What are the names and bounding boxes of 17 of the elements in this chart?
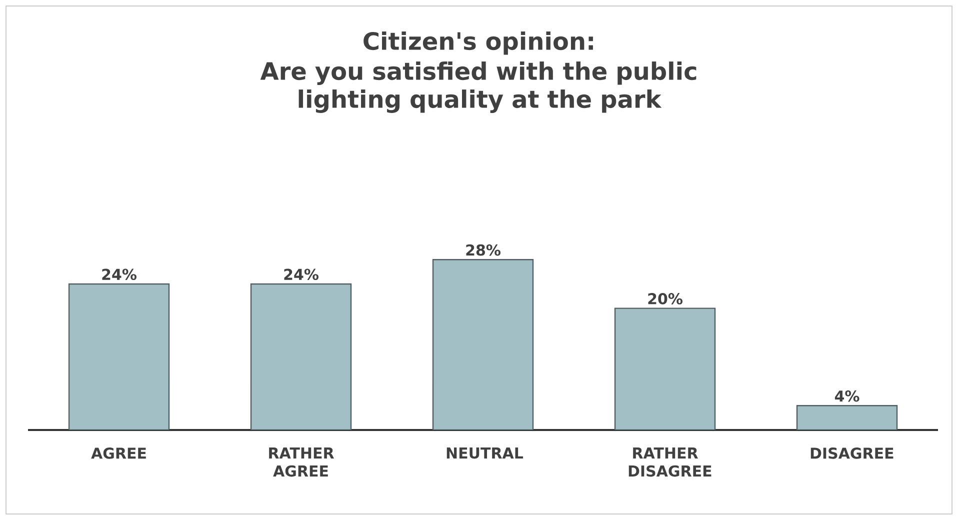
x-tick-label: RATHER DISAGREE <box>628 448 712 477</box>
data-label: 24% <box>102 268 136 280</box>
bar <box>68 283 170 430</box>
chart-subtitle: Are you satisfied with the public lighting quality at the park <box>260 62 696 113</box>
bar <box>250 283 352 430</box>
bar <box>796 405 898 430</box>
x-tick-label: NEUTRAL <box>446 448 524 459</box>
bar <box>614 308 716 430</box>
x-tick-label: RATHER AGREE <box>269 448 334 477</box>
data-label: 20% <box>648 293 682 304</box>
data-label: 24% <box>284 268 318 280</box>
x-tick-label: DISAGREE <box>810 448 894 459</box>
chart-title: Citizen's opinion: <box>364 32 593 55</box>
data-label: 4% <box>834 390 860 402</box>
x-tick-label: AGREE <box>91 448 146 459</box>
data-label: 28% <box>466 244 500 256</box>
bar <box>432 259 534 430</box>
